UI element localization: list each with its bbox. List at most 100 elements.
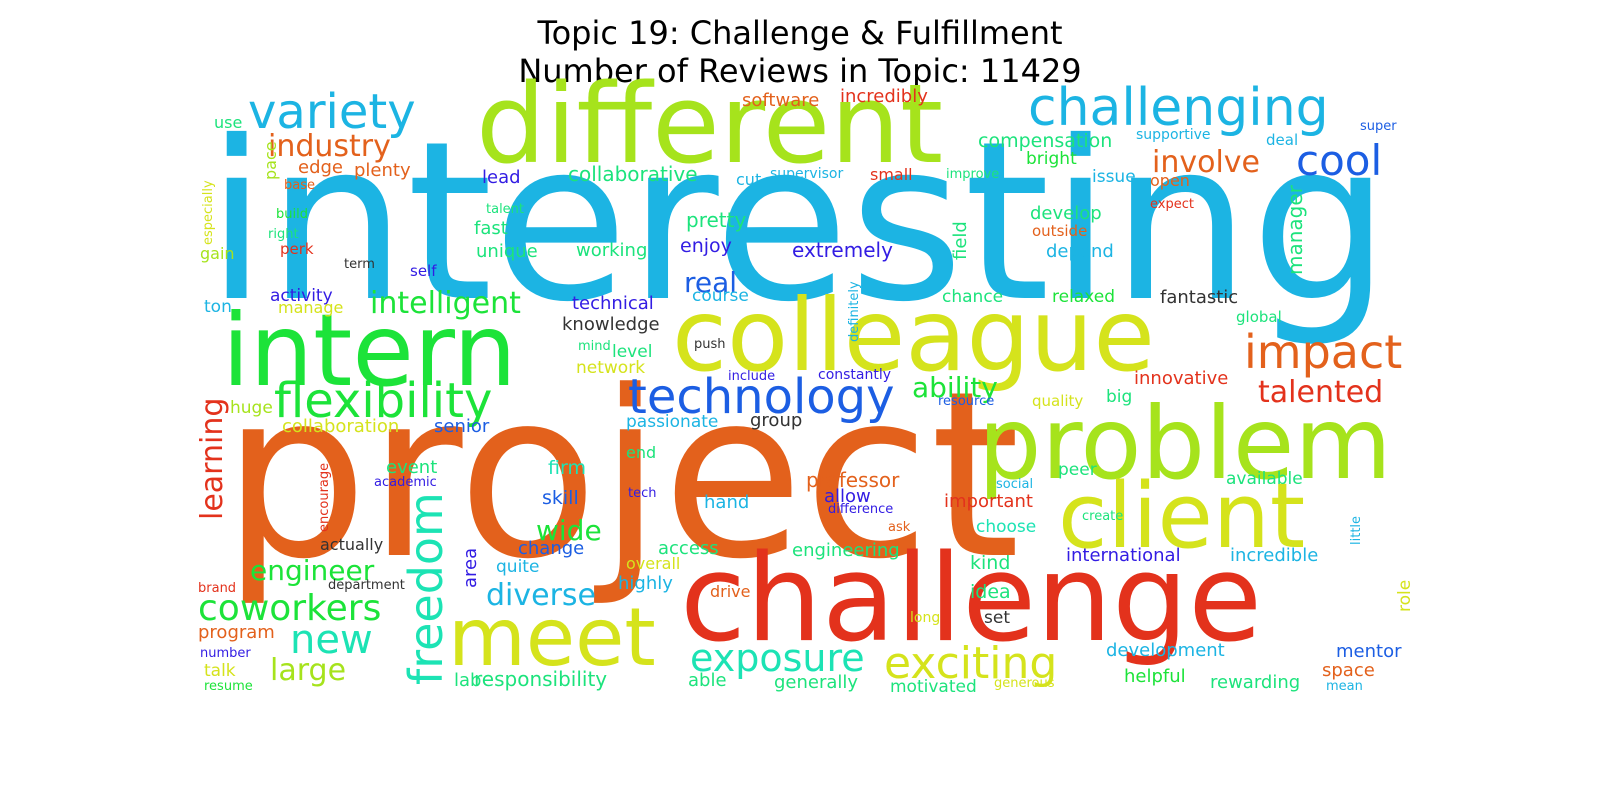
- word-huge: huge: [230, 398, 273, 418]
- word-technical: technical: [572, 293, 654, 314]
- word-plenty: plenty: [354, 160, 411, 181]
- word-supportive: supportive: [1136, 127, 1211, 143]
- word-ton: ton: [204, 297, 232, 317]
- word-problem: problem: [978, 385, 1392, 502]
- word-quite: quite: [496, 557, 539, 577]
- word-development: development: [1106, 640, 1225, 661]
- word-term: term: [344, 257, 375, 272]
- word-overall: overall: [626, 554, 680, 573]
- word-improve: improve: [946, 167, 999, 182]
- word-rewarding: rewarding: [1210, 672, 1300, 693]
- word-gain: gain: [200, 244, 235, 263]
- word-extremely: extremely: [792, 238, 893, 262]
- word-coworkers: coworkers: [198, 588, 381, 629]
- word-compensation: compensation: [978, 130, 1112, 152]
- word-project: project: [222, 343, 1020, 610]
- word-encourage: encourage: [317, 463, 332, 532]
- word-relaxed: relaxed: [1052, 287, 1115, 307]
- word-generous: generous: [994, 676, 1055, 691]
- word-long: long: [910, 610, 940, 626]
- word-field: field: [950, 221, 971, 260]
- word-knowledge: knowledge: [562, 314, 660, 335]
- word-freedom: freedom: [399, 492, 453, 685]
- word-social: social: [996, 477, 1033, 492]
- word-program: program: [198, 622, 275, 643]
- word-ask: ask: [888, 520, 911, 535]
- word-activity: activity: [270, 286, 333, 306]
- word-helpful: helpful: [1124, 666, 1186, 687]
- word-super: super: [1360, 119, 1397, 134]
- word-pretty: pretty: [686, 208, 746, 232]
- word-access: access: [658, 538, 719, 559]
- word-new: new: [290, 617, 373, 663]
- word-course: course: [692, 286, 749, 306]
- word-talented: talented: [1258, 375, 1383, 410]
- word-level: level: [612, 342, 652, 362]
- word-set: set: [984, 608, 1010, 628]
- word-responsibility: responsibility: [474, 667, 607, 691]
- word-especially: especially: [201, 180, 216, 245]
- word-tech: tech: [628, 486, 656, 501]
- word-interesting: interesting: [206, 94, 1390, 350]
- word-available: available: [1226, 469, 1303, 489]
- word-impact: impact: [1244, 325, 1402, 379]
- word-expect: expect: [1150, 197, 1194, 212]
- word-industry: industry: [268, 129, 391, 164]
- word-intern: intern: [222, 292, 517, 409]
- word-difference: difference: [828, 502, 893, 517]
- word-incredibly: incredibly: [840, 86, 928, 107]
- word-intelligent: intelligent: [370, 286, 521, 321]
- word-use: use: [214, 113, 242, 132]
- title-line-1: Topic 19: Challenge & Fulfillment: [537, 14, 1063, 52]
- word-challenging: challenging: [1028, 78, 1329, 138]
- word-big: big: [1106, 387, 1132, 407]
- word-firm: firm: [548, 457, 586, 479]
- word-end: end: [626, 443, 656, 462]
- word-idea: idea: [970, 581, 1011, 603]
- word-exposure: exposure: [690, 636, 865, 680]
- word-right: right: [268, 227, 299, 242]
- word-include: include: [728, 369, 775, 384]
- word-space: space: [1322, 660, 1375, 681]
- word-diverse: diverse: [486, 578, 596, 613]
- word-collaboration: collaboration: [282, 416, 399, 437]
- word-brand: brand: [198, 581, 236, 596]
- word-different: different: [476, 60, 943, 188]
- word-cool: cool: [1296, 136, 1382, 185]
- word-international: international: [1066, 545, 1181, 566]
- word-talk: talk: [204, 661, 236, 681]
- word-constantly: constantly: [818, 367, 891, 383]
- word-generally: generally: [774, 672, 858, 693]
- word-important: important: [944, 491, 1033, 512]
- word-number: number: [200, 646, 251, 661]
- word-event: event: [386, 457, 437, 478]
- word-mentor: mentor: [1336, 641, 1402, 662]
- word-self: self: [410, 262, 437, 280]
- word-software: software: [742, 90, 819, 111]
- word-wide: wide: [536, 514, 602, 547]
- word-role: role: [1395, 580, 1415, 612]
- word-learning: learning: [195, 398, 230, 520]
- word-motivated: motivated: [890, 677, 977, 697]
- word-enjoy: enjoy: [680, 235, 732, 257]
- word-unique: unique: [476, 241, 538, 262]
- word-working: working: [576, 240, 647, 261]
- word-hand: hand: [704, 492, 749, 513]
- word-small: small: [870, 165, 913, 184]
- title-line-2: Number of Reviews in Topic: 11429: [518, 52, 1082, 90]
- word-lead: lead: [482, 167, 521, 188]
- word-group: group: [750, 410, 802, 431]
- word-talent: talent: [486, 202, 524, 217]
- word-engineering: engineering: [792, 540, 900, 561]
- word-definitely: definitely: [847, 281, 862, 342]
- word-mind: mind: [578, 339, 611, 354]
- word-perk: perk: [280, 240, 314, 258]
- word-highly: highly: [618, 573, 673, 594]
- word-senior: senior: [434, 416, 490, 437]
- word-peer: peer: [1058, 460, 1097, 480]
- word-allow: allow: [824, 486, 871, 507]
- word-cut: cut: [736, 170, 761, 189]
- word-global: global: [1236, 308, 1282, 326]
- word-deal: deal: [1266, 131, 1298, 149]
